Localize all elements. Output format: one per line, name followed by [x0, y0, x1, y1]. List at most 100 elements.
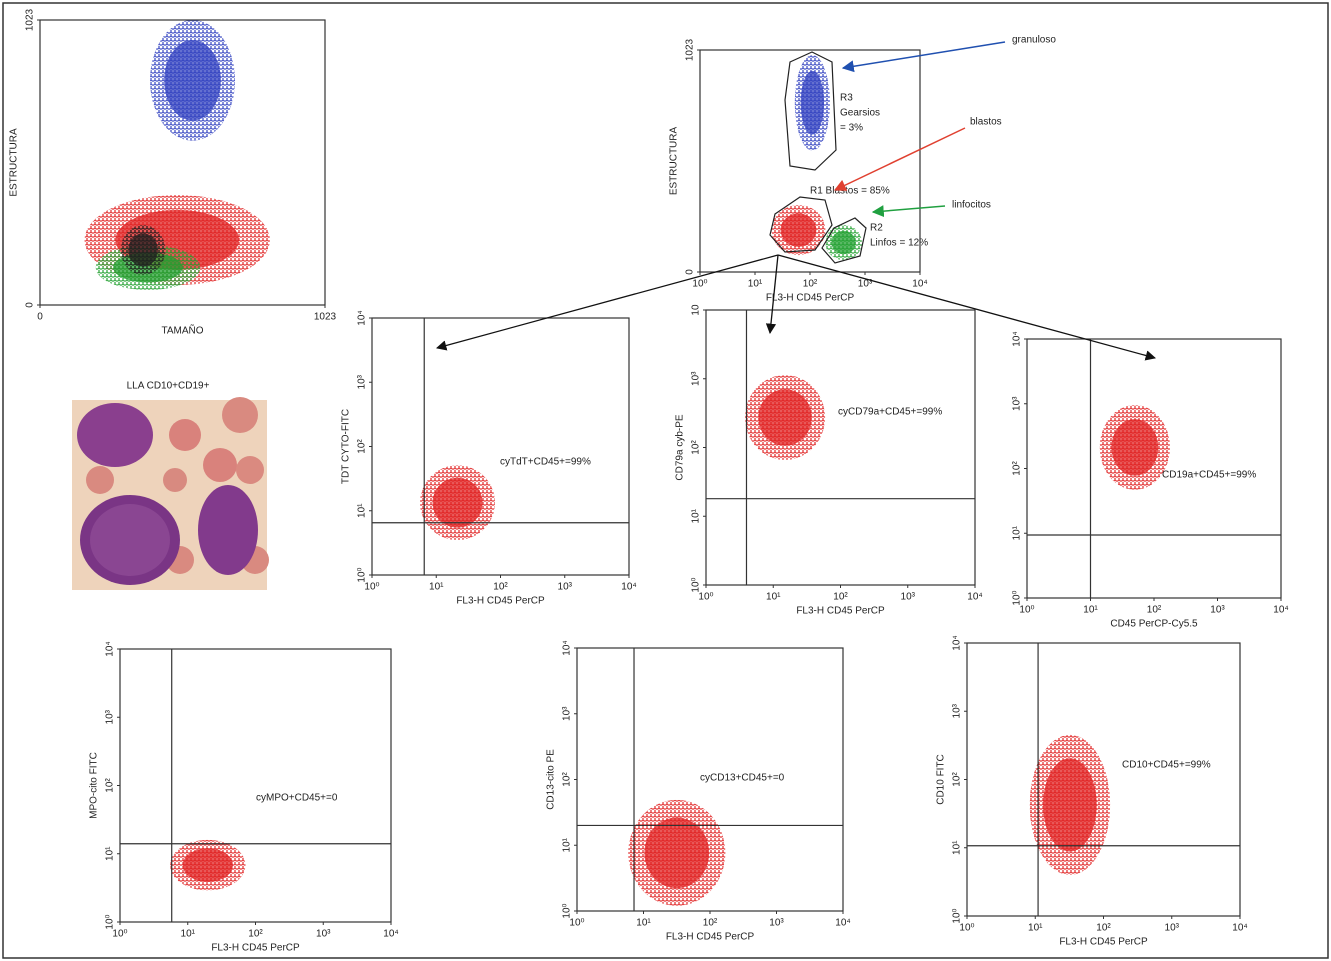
x-axis-label: FL3-H CD45 PerCP: [456, 596, 545, 607]
y-tick-label: 10³: [357, 374, 368, 389]
annotation: R1 Blastos = 85%: [810, 186, 890, 197]
micrograph: [72, 397, 269, 590]
x-axis-label: FL3-H CD45 PerCP: [666, 932, 755, 943]
annotation: R3: [840, 93, 853, 104]
y-tick-label: 10⁰: [691, 577, 702, 592]
annotation: CD10+CD45+=99%: [1122, 760, 1211, 771]
cell-cloud-core: [128, 233, 158, 266]
y-tick-label: 0: [685, 269, 696, 275]
x-tick-label: 10³: [901, 592, 916, 603]
y-axis-label: CD79a cyb-PE: [675, 414, 686, 480]
y-tick-label: 10¹: [691, 508, 702, 523]
x-tick-label: 10³: [1165, 923, 1180, 934]
x-tick-label: 0: [37, 312, 43, 323]
y-tick-label: 10⁴: [1012, 331, 1023, 346]
x-axis-label: FL3-H CD45 PerCP: [211, 943, 300, 954]
y-tick-label: 10²: [562, 772, 573, 787]
x-tick-label: 10¹: [748, 279, 763, 290]
y-axis-label: ESTRUCTURA: [9, 128, 20, 197]
annotation: linfocitos: [952, 200, 991, 211]
x-axis-label: TAMAÑO: [161, 324, 203, 337]
cell-cloud-core: [781, 213, 817, 246]
y-tick-label: 10⁴: [357, 310, 368, 325]
x-tick-label: 10⁴: [621, 582, 636, 593]
x-tick-label: 10⁴: [912, 279, 927, 290]
y-tick-label: 10⁰: [105, 914, 116, 929]
y-tick-label: 10⁰: [952, 908, 963, 923]
x-tick-label: 10¹: [636, 918, 651, 929]
cell-cloud-core: [831, 231, 855, 254]
cell-cloud-core: [433, 478, 483, 528]
y-axis-label: CD10 FITC: [936, 754, 947, 805]
x-tick-label: 10¹: [766, 592, 781, 603]
cell-cloud-core: [644, 818, 709, 889]
x-tick-label: 10⁴: [383, 929, 398, 940]
cell-cloud-core: [758, 389, 811, 446]
y-tick-label: 10³: [1012, 396, 1023, 411]
x-tick-label: 10³: [1210, 605, 1225, 616]
y-tick-label: 1023: [25, 8, 36, 31]
x-tick-label: 10¹: [429, 582, 444, 593]
x-tick-label: 10³: [769, 918, 784, 929]
y-axis-label: ESTRUCTURA: [669, 127, 680, 196]
x-tick-label: 1023: [314, 312, 337, 323]
y-tick-label: 10³: [952, 703, 963, 718]
y-tick-label: 10⁴: [562, 640, 573, 655]
x-tick-label: 10¹: [181, 929, 196, 940]
y-tick-label: 10¹: [357, 503, 368, 518]
x-tick-label: 10³: [558, 582, 573, 593]
x-axis-label: FL3-H CD45 PerCP: [1059, 937, 1148, 948]
y-tick-label: 10³: [691, 371, 702, 386]
y-tick-label: 10¹: [105, 846, 116, 861]
y-tick-label: 10¹: [1012, 525, 1023, 540]
annotation: = 3%: [840, 123, 863, 134]
figure: LLA CD10+CD19+ 0 1023 0 1023 TAMAÑO ESTRUCTUR…: [0, 0, 1331, 961]
x-tick-label: 10⁴: [1232, 923, 1247, 934]
y-tick-label: 10⁰: [357, 567, 368, 582]
annotation: cyMPO+CD45+=0: [256, 793, 338, 804]
y-tick-label: 10³: [105, 709, 116, 724]
y-axis-label: TDT CYTO-FITC: [341, 409, 352, 484]
y-tick-label: 0: [25, 302, 36, 308]
y-tick-label: 10⁰: [562, 903, 573, 918]
y-tick-label: 10²: [105, 778, 116, 793]
x-tick-label: 10¹: [1028, 923, 1043, 934]
y-tick-label: 10²: [357, 439, 368, 454]
x-tick-label: 10²: [1147, 605, 1162, 616]
micrograph-title: LLA CD10+CD19+: [127, 381, 210, 392]
annotation: CD19a+CD45+=99%: [1162, 470, 1256, 481]
x-tick-label: 10⁴: [1273, 605, 1288, 616]
x-axis-label: FL3-H CD45 PerCP: [796, 606, 885, 617]
annotation: cyCD79a+CD45+=99%: [838, 407, 942, 418]
x-tick-label: 10⁴: [835, 918, 850, 929]
y-tick-label: 10²: [1012, 461, 1023, 476]
annotation: blastos: [970, 117, 1002, 128]
annotation: Linfos = 12%: [870, 238, 928, 249]
annotation: granuloso: [1012, 35, 1056, 46]
x-tick-label: 10⁴: [967, 592, 982, 603]
y-tick-label: 10²: [691, 440, 702, 455]
x-tick-label: 10¹: [1083, 605, 1098, 616]
annotation: Gearsios: [840, 108, 880, 119]
x-tick-label: 10⁰: [692, 279, 707, 290]
x-tick-label: 10³: [316, 929, 331, 940]
y-tick-label: 10⁴: [105, 641, 116, 656]
annotation: cyCD13+CD45+=0: [700, 773, 785, 784]
cell-cloud-core: [164, 40, 221, 120]
y-axis-label: MPO-cito FITC: [89, 752, 100, 819]
x-tick-label: 10²: [803, 279, 818, 290]
y-tick-label: 10: [691, 304, 702, 316]
x-tick-label: 10²: [1096, 923, 1111, 934]
y-tick-label: 10²: [952, 772, 963, 787]
x-tick-label: 10²: [493, 582, 508, 593]
cell-cloud-core: [1111, 419, 1158, 475]
x-tick-label: 10²: [703, 918, 718, 929]
cell-cloud-core: [183, 848, 233, 882]
y-tick-label: 10¹: [952, 840, 963, 855]
annotation: cyTdT+CD45+=99%: [500, 457, 591, 468]
y-axis-label: CD13-cito PE: [546, 749, 557, 810]
y-tick-label: 10³: [562, 706, 573, 721]
x-axis-label: CD45 PerCP-Cy5.5: [1110, 619, 1198, 630]
cell-cloud-core: [1043, 758, 1097, 851]
x-tick-label: 10²: [248, 929, 263, 940]
